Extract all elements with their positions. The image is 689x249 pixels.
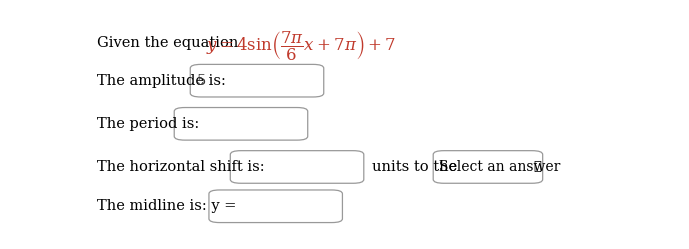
Text: The amplitude is:: The amplitude is: (96, 74, 226, 88)
Text: units to the: units to the (372, 160, 457, 174)
Text: The midline is: y =: The midline is: y = (96, 199, 236, 213)
FancyBboxPatch shape (174, 108, 308, 140)
Text: The horizontal shift is:: The horizontal shift is: (96, 160, 265, 174)
FancyBboxPatch shape (209, 190, 342, 223)
Text: ⌵: ⌵ (533, 160, 541, 174)
Text: Select an answer: Select an answer (439, 160, 560, 174)
Text: 5: 5 (196, 74, 206, 88)
FancyBboxPatch shape (433, 151, 543, 183)
FancyBboxPatch shape (190, 64, 324, 97)
FancyBboxPatch shape (230, 151, 364, 183)
Text: Given the equation: Given the equation (96, 36, 243, 50)
Text: The period is:: The period is: (96, 117, 199, 131)
Text: $y = 4\sin\!\left(\dfrac{7\pi}{6}x + 7\pi\right) + 7$: $y = 4\sin\!\left(\dfrac{7\pi}{6}x + 7\p… (206, 30, 396, 63)
